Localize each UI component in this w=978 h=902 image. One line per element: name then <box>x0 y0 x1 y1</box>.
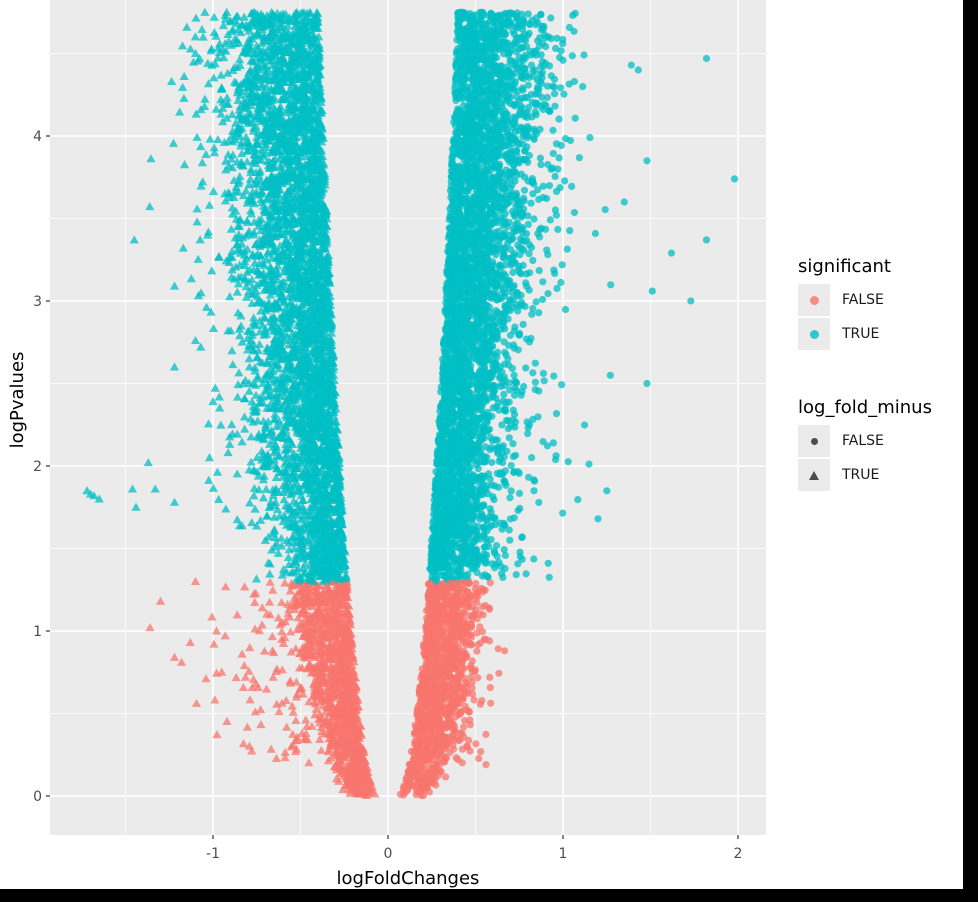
legend-label: FALSE <box>842 433 884 449</box>
legend-key <box>798 284 830 316</box>
chart-canvas: -1 0 1 2 0 1 2 3 4 logFoldChanges logPvalues sig… <box>0 0 963 889</box>
coral-dot-icon <box>809 295 819 305</box>
y-tick-label: 2 <box>33 459 42 475</box>
x-tick-label: 2 <box>734 846 743 862</box>
volcano-plot: -1 0 1 2 0 1 2 3 4 logFoldChanges logPvalues <box>7 0 766 889</box>
x-tick-label: 1 <box>559 846 568 862</box>
plot-panel <box>50 0 766 835</box>
circle-icon <box>810 437 818 445</box>
triangle-icon <box>809 470 819 480</box>
y-tick-label: 3 <box>33 294 42 310</box>
legend-item-false: FALSE <box>798 424 932 458</box>
legend-log-fold-minus: log_fold_minus FALSE TRUE <box>798 397 932 492</box>
legend-title-log-fold-minus: log_fold_minus <box>798 397 932 418</box>
legend-key <box>798 318 830 350</box>
teal-dot-icon <box>809 329 819 339</box>
x-tick-label: 0 <box>384 846 393 862</box>
x-tick-label: -1 <box>206 846 220 862</box>
legend-label: FALSE <box>842 292 884 308</box>
legend-label: TRUE <box>842 326 880 342</box>
axis-ticks: -1 0 1 2 0 1 2 3 4 <box>33 129 742 862</box>
legend-significant: significant FALSE TRUE <box>798 256 891 351</box>
data-points <box>82 7 739 800</box>
y-tick-label: 1 <box>33 624 42 640</box>
legend-label: TRUE <box>842 467 880 483</box>
legend-key <box>798 459 830 491</box>
legend-item-true: TRUE <box>798 317 891 351</box>
legend-key <box>798 425 830 457</box>
legend-title-significant: significant <box>798 256 891 277</box>
x-axis-title: logFoldChanges <box>337 868 480 889</box>
y-tick-label: 0 <box>33 789 42 805</box>
y-tick-label: 4 <box>33 129 42 145</box>
y-axis-title: logPvalues <box>7 352 28 449</box>
legend-item-true: TRUE <box>798 458 932 492</box>
legend-item-false: FALSE <box>798 283 891 317</box>
